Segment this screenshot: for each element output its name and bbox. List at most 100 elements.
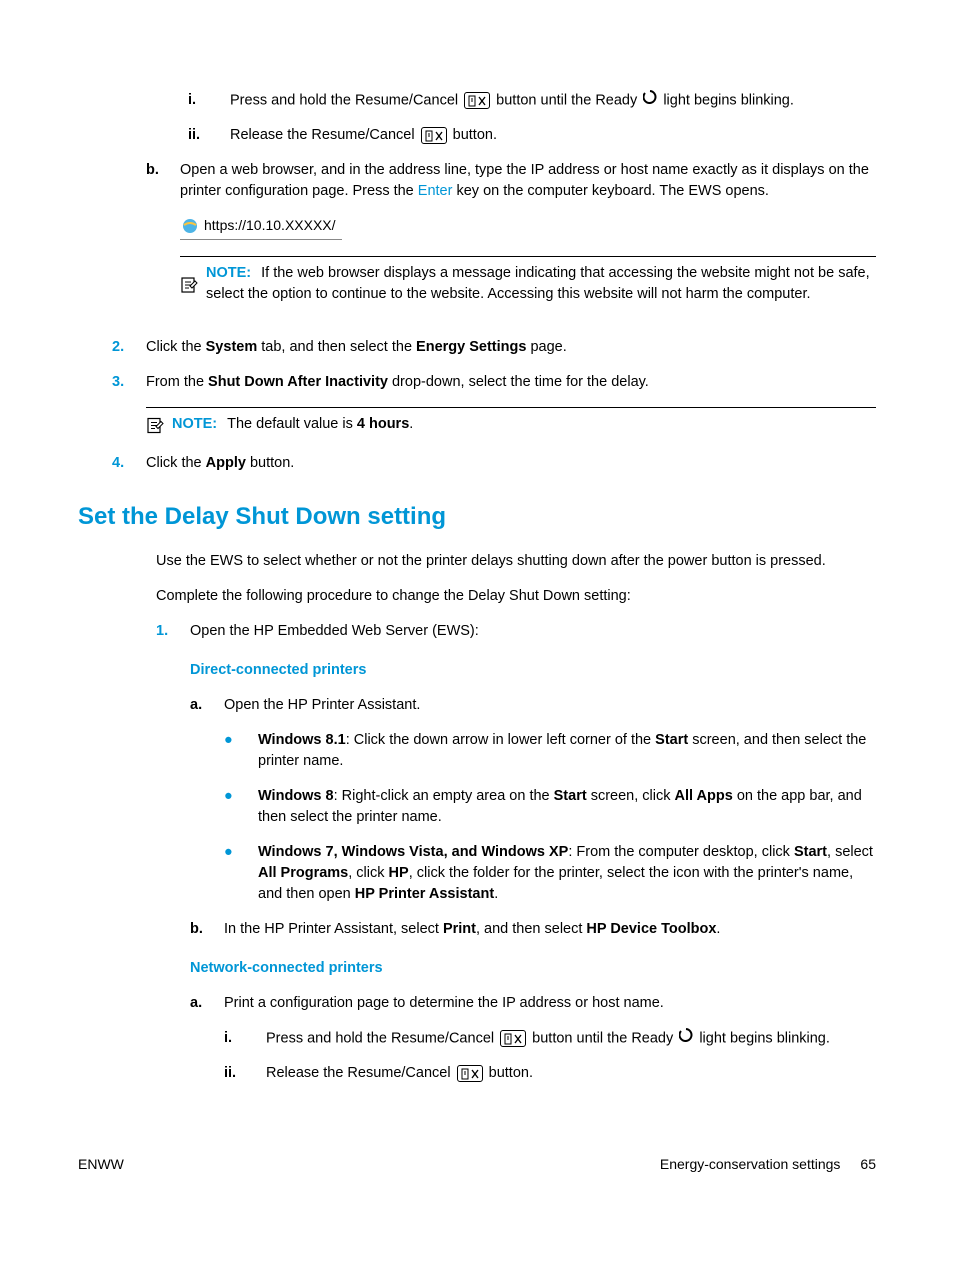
text: button. xyxy=(489,1065,533,1081)
text: : Click the down arrow in lower left cor… xyxy=(346,732,655,748)
content-1: Open the HP Embedded Web Server (EWS): xyxy=(190,621,876,642)
bold: Windows 8 xyxy=(258,788,334,804)
bullet-icon: ● xyxy=(224,786,258,828)
note-content: NOTE:The default value is 4 hours. xyxy=(172,414,413,435)
marker-i: i. xyxy=(224,1028,266,1049)
bold: System xyxy=(206,339,258,355)
bold: Windows 8.1 xyxy=(258,732,346,748)
text: light begins blinking. xyxy=(663,92,794,108)
section-heading: Set the Delay Shut Down setting xyxy=(78,500,876,535)
main-step-1: 1. Open the HP Embedded Web Server (EWS)… xyxy=(156,621,876,642)
resume-cancel-icon xyxy=(500,1030,526,1047)
content-roman-ii: Release the Resume/Cancel button. xyxy=(230,125,876,146)
text: , and then select xyxy=(476,921,586,937)
footer-right: Energy-conservation settings 65 xyxy=(660,1154,876,1174)
paragraph-1: Use the EWS to select whether or not the… xyxy=(156,551,876,572)
text: tab, and then select the xyxy=(257,339,416,355)
text: drop-down, select the time for the delay… xyxy=(388,374,649,390)
text: . xyxy=(716,921,720,937)
marker-i: i. xyxy=(188,90,230,111)
text: screen, click xyxy=(587,788,675,804)
ready-icon xyxy=(679,1028,693,1049)
bullet-content: Windows 7, Windows Vista, and Windows XP… xyxy=(258,842,876,905)
text: . xyxy=(409,416,413,432)
direct-step-a: a. Open the HP Printer Assistant. xyxy=(190,695,876,716)
content-2: Click the System tab, and then select th… xyxy=(146,337,876,358)
text: Press and hold the Resume/Cancel xyxy=(266,1030,498,1046)
footer-page-number: 65 xyxy=(860,1154,876,1174)
text: Release the Resume/Cancel xyxy=(266,1065,455,1081)
bold: Start xyxy=(554,788,587,804)
enter-link: Enter xyxy=(418,183,453,199)
text: page. xyxy=(526,339,566,355)
marker-ii: ii. xyxy=(188,125,230,146)
content-3: From the Shut Down After Inactivity drop… xyxy=(146,372,876,393)
footer-section: Energy-conservation settings xyxy=(660,1154,841,1174)
content-4: Click the Apply button. xyxy=(146,453,876,474)
bold: Start xyxy=(794,844,827,860)
note-box: NOTE:If the web browser displays a messa… xyxy=(180,256,876,305)
url-example: https://10.10.XXXXX/ xyxy=(180,212,342,239)
text: button until the Ready xyxy=(496,92,641,108)
bullet-win81: ● Windows 8.1: Click the down arrow in l… xyxy=(224,730,876,772)
bullet-icon: ● xyxy=(224,842,258,905)
text: , select xyxy=(827,844,873,860)
bold: HP Printer Assistant xyxy=(355,886,494,902)
note-label: NOTE: xyxy=(172,416,217,432)
step-roman-i: i. Press and hold the Resume/Cancel butt… xyxy=(188,90,876,111)
marker-a: a. xyxy=(190,993,224,1014)
bold: Print xyxy=(443,921,476,937)
direct-step-b: b. In the HP Printer Assistant, select P… xyxy=(190,919,876,940)
footer-left: ENWW xyxy=(78,1154,124,1174)
step-letter-b: b. Open a web browser, and in the addres… xyxy=(146,160,876,322)
marker-ii: ii. xyxy=(224,1063,266,1084)
network-connected-heading: Network-connected printers xyxy=(190,958,876,979)
note-content: NOTE:If the web browser displays a messa… xyxy=(206,263,876,305)
resume-cancel-icon xyxy=(421,127,447,144)
note-label: NOTE: xyxy=(206,265,251,281)
text: In the HP Printer Assistant, select xyxy=(224,921,443,937)
step-2: 2. Click the System tab, and then select… xyxy=(112,337,876,358)
browser-icon xyxy=(182,218,198,234)
bullet-content: Windows 8: Right-click an empty area on … xyxy=(258,786,876,828)
network-step-a: a. Print a configuration page to determi… xyxy=(190,993,876,1014)
text: The default value is xyxy=(227,416,357,432)
marker-3: 3. xyxy=(112,372,146,393)
marker-4: 4. xyxy=(112,453,146,474)
content-roman-i: Press and hold the Resume/Cancel button … xyxy=(230,90,876,111)
page-footer: ENWW Energy-conservation settings 65 xyxy=(78,1154,876,1174)
bold: Shut Down After Inactivity xyxy=(208,374,388,390)
text: Click the xyxy=(146,339,206,355)
step-4: 4. Click the Apply button. xyxy=(112,453,876,474)
text: button until the Ready xyxy=(532,1030,677,1046)
bold: Start xyxy=(655,732,688,748)
content-b: In the HP Printer Assistant, select Prin… xyxy=(224,919,876,940)
note-text: If the web browser displays a message in… xyxy=(206,265,870,302)
bold: Energy Settings xyxy=(416,339,526,355)
bold: Apply xyxy=(206,455,246,471)
text: : From the computer desktop, click xyxy=(568,844,794,860)
text: From the xyxy=(146,374,208,390)
content-ii: Release the Resume/Cancel button. xyxy=(266,1063,876,1084)
url-text: https://10.10.XXXXX/ xyxy=(204,215,336,235)
network-step-ii: ii. Release the Resume/Cancel button. xyxy=(224,1063,876,1084)
text: : Right-click an empty area on the xyxy=(334,788,554,804)
content-b: Open a web browser, and in the address l… xyxy=(180,160,876,322)
bold: All Programs xyxy=(258,865,348,881)
note-icon xyxy=(146,416,164,435)
step-roman-ii: ii. Release the Resume/Cancel button. xyxy=(188,125,876,146)
bold: Windows 7, Windows Vista, and Windows XP xyxy=(258,844,568,860)
text: . xyxy=(494,886,498,902)
text: Release the Resume/Cancel xyxy=(230,127,419,143)
direct-connected-heading: Direct-connected printers xyxy=(190,660,876,681)
note-icon xyxy=(180,265,198,305)
text: button. xyxy=(246,455,294,471)
bold: All Apps xyxy=(675,788,733,804)
text: , click xyxy=(348,865,388,881)
marker-b: b. xyxy=(190,919,224,940)
marker-1: 1. xyxy=(156,621,190,642)
resume-cancel-icon xyxy=(464,92,490,109)
note-box-2: NOTE:The default value is 4 hours. xyxy=(146,407,876,435)
bullet-win7: ● Windows 7, Windows Vista, and Windows … xyxy=(224,842,876,905)
content-i: Press and hold the Resume/Cancel button … xyxy=(266,1028,876,1049)
